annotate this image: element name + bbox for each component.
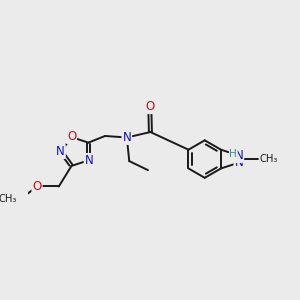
Text: O: O xyxy=(32,180,42,193)
Text: N: N xyxy=(234,156,243,169)
Text: N: N xyxy=(56,145,65,158)
Text: O: O xyxy=(145,100,154,113)
Text: O: O xyxy=(67,130,76,143)
Text: N: N xyxy=(122,131,131,144)
Text: N: N xyxy=(85,154,93,167)
Text: N: N xyxy=(234,149,243,162)
Text: CH₃: CH₃ xyxy=(0,194,17,204)
Text: H: H xyxy=(230,149,237,159)
Text: CH₃: CH₃ xyxy=(260,154,278,164)
